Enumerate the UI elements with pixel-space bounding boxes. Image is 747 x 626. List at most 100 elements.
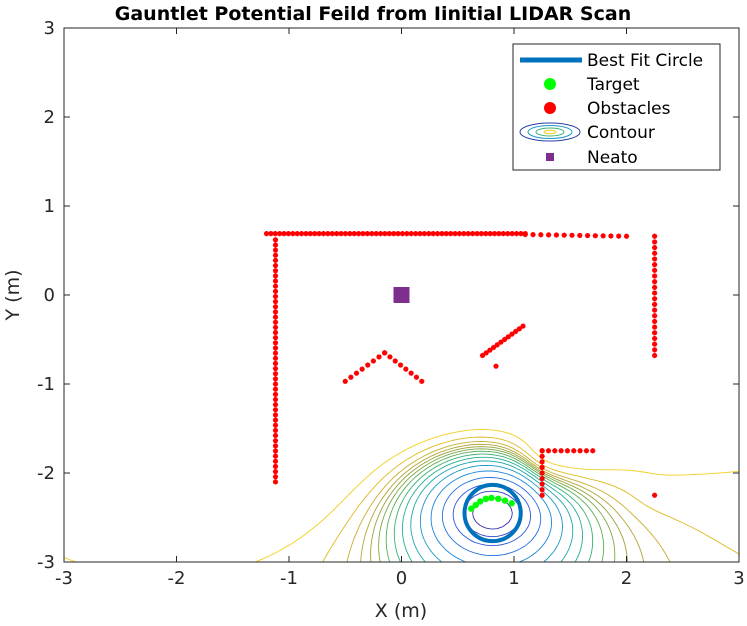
obstacle-point <box>539 487 545 493</box>
obstacle-point <box>272 402 279 408</box>
obstacle-point <box>392 358 398 364</box>
best-fit-circle <box>462 482 523 544</box>
obstacle-point <box>272 314 279 320</box>
obstacle-point <box>434 230 441 237</box>
contour-line <box>346 441 671 562</box>
obstacle-point <box>348 374 354 380</box>
obstacle-point <box>272 376 279 382</box>
contour-line <box>385 450 605 562</box>
obstacle-point <box>403 366 409 372</box>
obstacle-point <box>571 448 577 454</box>
obstacle-point <box>652 267 658 273</box>
obstacle-point <box>652 341 658 347</box>
obstacle-point <box>652 347 658 353</box>
obstacle-point <box>272 417 279 423</box>
x-tick-label: 1 <box>508 568 519 589</box>
legend-target-swatch <box>544 78 556 90</box>
obstacle-point <box>312 230 318 237</box>
obstacle-point <box>487 230 493 237</box>
y-tick-label: 3 <box>44 18 55 39</box>
target-point <box>482 495 490 503</box>
y-tick-label: -3 <box>37 552 55 573</box>
obstacle-point <box>272 319 279 325</box>
x-tick-label: 2 <box>621 568 632 589</box>
legend-obstacles: Obstacles <box>587 99 671 119</box>
obstacle-point <box>509 331 515 337</box>
obstacle-point <box>652 284 658 290</box>
obstacle-point <box>652 296 658 302</box>
obstacle-point <box>426 230 432 237</box>
obstacle-point <box>355 230 362 237</box>
obstacle-point <box>479 352 486 359</box>
obstacle-point <box>577 448 583 454</box>
obstacle-point <box>399 230 406 237</box>
obstacle-point <box>452 230 458 237</box>
obstacle-point <box>294 230 300 237</box>
obstacle-point <box>272 257 279 264</box>
obstacle-point <box>334 230 340 237</box>
obstacle-point <box>272 407 279 413</box>
obstacle-point <box>272 458 279 464</box>
y-tick-label: 0 <box>44 285 55 306</box>
obstacle-point <box>539 459 545 465</box>
obstacle-point <box>583 448 590 454</box>
obstacle-point <box>539 453 545 459</box>
obstacle-point <box>538 232 544 238</box>
obstacle-point <box>272 396 279 403</box>
contour-line <box>419 464 563 562</box>
y-tick-label: 1 <box>44 196 55 217</box>
obstacle-point <box>272 288 279 294</box>
obstacle-point <box>483 230 489 237</box>
obstacle-point <box>652 313 658 319</box>
obstacle-point <box>501 336 508 343</box>
obstacle-point <box>360 230 366 237</box>
obstacle-point <box>382 350 388 356</box>
obstacle-point <box>652 307 658 313</box>
obstacle-point <box>370 358 376 364</box>
obstacle-point <box>652 245 658 251</box>
obstacle-point <box>272 335 279 341</box>
obstacle-point <box>552 448 558 454</box>
obstacle-point <box>539 464 545 471</box>
obstacle-point <box>272 474 279 480</box>
obstacle-point <box>272 360 279 367</box>
obstacle-point <box>652 256 658 262</box>
obstacle-point <box>498 339 504 345</box>
obstacle-point <box>600 233 606 239</box>
obstacle-point <box>290 230 296 237</box>
obstacle-point <box>539 481 545 487</box>
obstacle-point <box>516 326 522 332</box>
x-tick-label: 0 <box>396 568 407 589</box>
obstacle-point <box>307 230 313 237</box>
obstacle-point <box>456 230 463 237</box>
contour-line <box>360 443 645 562</box>
obstacle-point <box>272 365 279 372</box>
best-fit-circle-layer <box>462 482 523 544</box>
obstacle-point <box>652 290 658 296</box>
y-axis-label: Y (m) <box>2 270 24 322</box>
obstacle-point <box>652 352 658 359</box>
chart-title: Gauntlet Potential Feild from Iinitial L… <box>115 3 631 25</box>
obstacle-point <box>263 230 270 237</box>
contour-line <box>410 460 574 562</box>
obstacle-point <box>652 330 658 336</box>
obstacle-point <box>539 470 545 476</box>
obstacle-point <box>430 230 436 237</box>
target-point <box>468 505 475 512</box>
obstacle-point <box>608 233 614 239</box>
obstacle-point <box>272 329 279 336</box>
obstacle-point <box>316 230 322 237</box>
obstacle-point <box>564 448 571 454</box>
obstacle-point <box>413 230 419 237</box>
obstacle-point <box>364 230 370 237</box>
obstacle-point <box>553 232 560 238</box>
obstacle-point <box>652 324 658 330</box>
obstacle-point <box>387 354 393 360</box>
contour-line <box>441 477 542 557</box>
legend-obstacles-swatch <box>544 102 556 114</box>
obstacle-point <box>373 230 379 237</box>
obstacle-point <box>487 347 493 353</box>
obstacle-point <box>505 230 511 237</box>
obstacle-point <box>561 232 567 238</box>
x-tick-label: -3 <box>55 568 73 589</box>
